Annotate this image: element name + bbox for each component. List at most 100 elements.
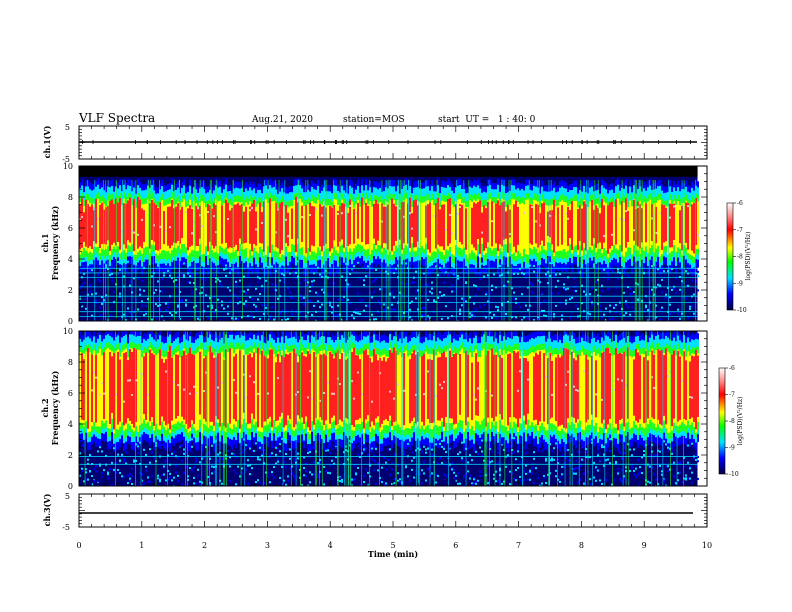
ch1-spectrogram-speckle — [413, 281, 415, 284]
ch2-spectrogram-speckle — [545, 459, 547, 462]
ch1-spectrogram-speckle — [147, 298, 149, 301]
ch1-spectrogram-bin — [273, 200, 275, 251]
ch1-spectrogram-speckle — [427, 298, 429, 301]
ch2-spectrogram-speckle — [373, 454, 375, 457]
ch1-spectrogram-bin — [411, 213, 413, 237]
ch1-spectrogram-speckle — [79, 297, 81, 300]
ch2-spectrogram-bin — [117, 351, 119, 425]
ch1-spectrogram-speckle — [317, 266, 319, 269]
ch1-spectrogram-speckle — [241, 316, 243, 319]
ch2-spectrogram-bin — [245, 354, 247, 424]
ch2-spectrogram-speckle — [307, 452, 309, 455]
ch1-spectrogram-speckle — [231, 270, 233, 273]
ch1-spectrogram-bin — [377, 203, 379, 241]
ch2-spectrogram-speckle — [411, 451, 413, 454]
ch1-spectrogram-speckle — [565, 299, 567, 302]
ch2-spectrogram-bin — [491, 394, 493, 397]
ch1-spectrogram-speckle — [149, 281, 151, 284]
ch1-spectrogram-speckle — [497, 306, 499, 309]
ch2-spectrogram-bin — [131, 351, 133, 424]
ch2-spectrogram-speckle — [349, 440, 351, 443]
figure-title: VLF Spectra — [78, 111, 155, 125]
ch1-spectrogram-speckle — [279, 311, 281, 314]
ch1-spectrogram-speckle — [115, 287, 117, 290]
ch1-spectrogram-speckle — [245, 304, 247, 307]
ch1-spectrogram-speckle — [445, 271, 447, 274]
ch1-spectrogram-bin — [643, 202, 645, 251]
ch1-spectrogram-bin — [615, 199, 617, 245]
ch2-spectrogram-speckle — [309, 450, 311, 453]
ch2-spectrogram-speckle — [445, 475, 447, 478]
ch1-spectrogram-bin — [505, 211, 507, 239]
ch1-spectrogram-bin — [567, 217, 569, 220]
ch2-spectrogram-speckle — [107, 471, 109, 474]
ch1-spectrogram-bin — [397, 199, 399, 249]
ch2-spectrogram-speckle — [457, 453, 459, 456]
ch2-spectrogram-bin — [551, 360, 553, 418]
ch2-spectrogram-bin — [487, 350, 489, 418]
ch2-spectrogram-speckle — [363, 448, 365, 451]
ch2-spectrogram-speckle — [161, 473, 163, 476]
ch2-spectrogram-bin — [393, 347, 395, 423]
ch1-spectrogram-bin — [323, 205, 325, 246]
ch2-spectrogram-bin — [105, 349, 107, 421]
ch2-spectrogram-bin — [175, 354, 177, 419]
ch1-spectrogram-bin — [529, 204, 531, 244]
ch2-spectrogram-speckle — [447, 456, 449, 459]
ch2-spectrogram-speckle — [263, 482, 265, 485]
ch1-spectrogram-bin — [473, 202, 475, 248]
ch1-spectrogram-bin — [431, 200, 433, 253]
ch2-spectrogram-bin — [135, 379, 137, 382]
ch2-spectrogram-speckle — [301, 484, 303, 486]
ch2-spectrogram-speckle — [315, 441, 317, 444]
ch1-spectrogram-speckle — [467, 317, 469, 320]
ch1-spectrogram-ytick-label: 10 — [63, 162, 73, 171]
ch1-spectrogram-bin — [557, 207, 559, 247]
ch1-spectrogram-bin — [261, 221, 263, 224]
ch2-spectrogram-speckle — [391, 468, 393, 471]
ch2-spectrogram-speckle — [127, 474, 129, 477]
ch1-spectrogram-ytick-label: 4 — [68, 255, 73, 264]
ch2-spectrogram-speckle — [127, 482, 129, 485]
ch1-spectrogram-speckle — [171, 314, 173, 317]
ch1-spectrogram-bin — [657, 200, 659, 246]
ch1-spectrogram-speckle — [187, 280, 189, 283]
ch1-spectrogram-bin — [349, 199, 351, 245]
ch1-spectrogram-speckle — [225, 264, 227, 267]
ch1-spectrogram-speckle — [119, 268, 121, 271]
ch1-spectrogram-bin — [651, 203, 653, 241]
ch2-spectrogram-bin — [123, 400, 125, 403]
ch2-spectrogram-speckle — [171, 479, 173, 482]
ch2-spectrogram-bin — [235, 353, 237, 422]
ch1-spectrogram-bin — [319, 204, 321, 247]
ch1-spectrogram-speckle — [265, 306, 267, 309]
ch1-spectrogram-speckle — [159, 304, 161, 307]
ch2-spectrogram-bin — [207, 351, 209, 429]
ch2-spectrogram-bin — [231, 348, 233, 430]
ch2-spectrogram-speckle — [489, 448, 491, 451]
ch1-spectrogram-bin — [611, 201, 613, 246]
ch2-spectrogram-speckle — [561, 473, 563, 476]
ch1-spectrogram-speckle — [273, 288, 275, 291]
ch2-spectrogram-speckle — [133, 448, 135, 451]
ch1-spectrogram-speckle — [671, 288, 673, 291]
ch2-spectrogram-bin — [467, 354, 469, 418]
ch2-spectrogram-bin — [151, 353, 153, 418]
ch1-spectrogram-bin — [511, 199, 513, 255]
ch1-spectrogram-bin — [523, 211, 525, 214]
ch1-spectrogram-speckle — [293, 271, 295, 274]
ch2-spectrogram-speckle — [541, 482, 543, 485]
ch1-spectrogram-speckle — [259, 277, 261, 280]
ch1-spectrogram-bin — [491, 220, 493, 223]
ch2-spectrogram-speckle — [299, 480, 301, 483]
ch2-spectrogram-bin — [237, 348, 239, 420]
ch2-spectrogram-speckle — [229, 479, 231, 482]
ch1-spectrogram-speckle — [485, 316, 487, 319]
ch2-spectrogram-speckle — [461, 457, 463, 460]
ch2-spectrogram-speckle — [539, 484, 541, 486]
ch2-spectrogram-bin — [403, 353, 405, 426]
ch1-spectrogram-bin — [571, 201, 573, 250]
ch1-spectrogram-speckle — [607, 278, 609, 281]
ch2-spectrogram-speckle — [397, 464, 399, 467]
